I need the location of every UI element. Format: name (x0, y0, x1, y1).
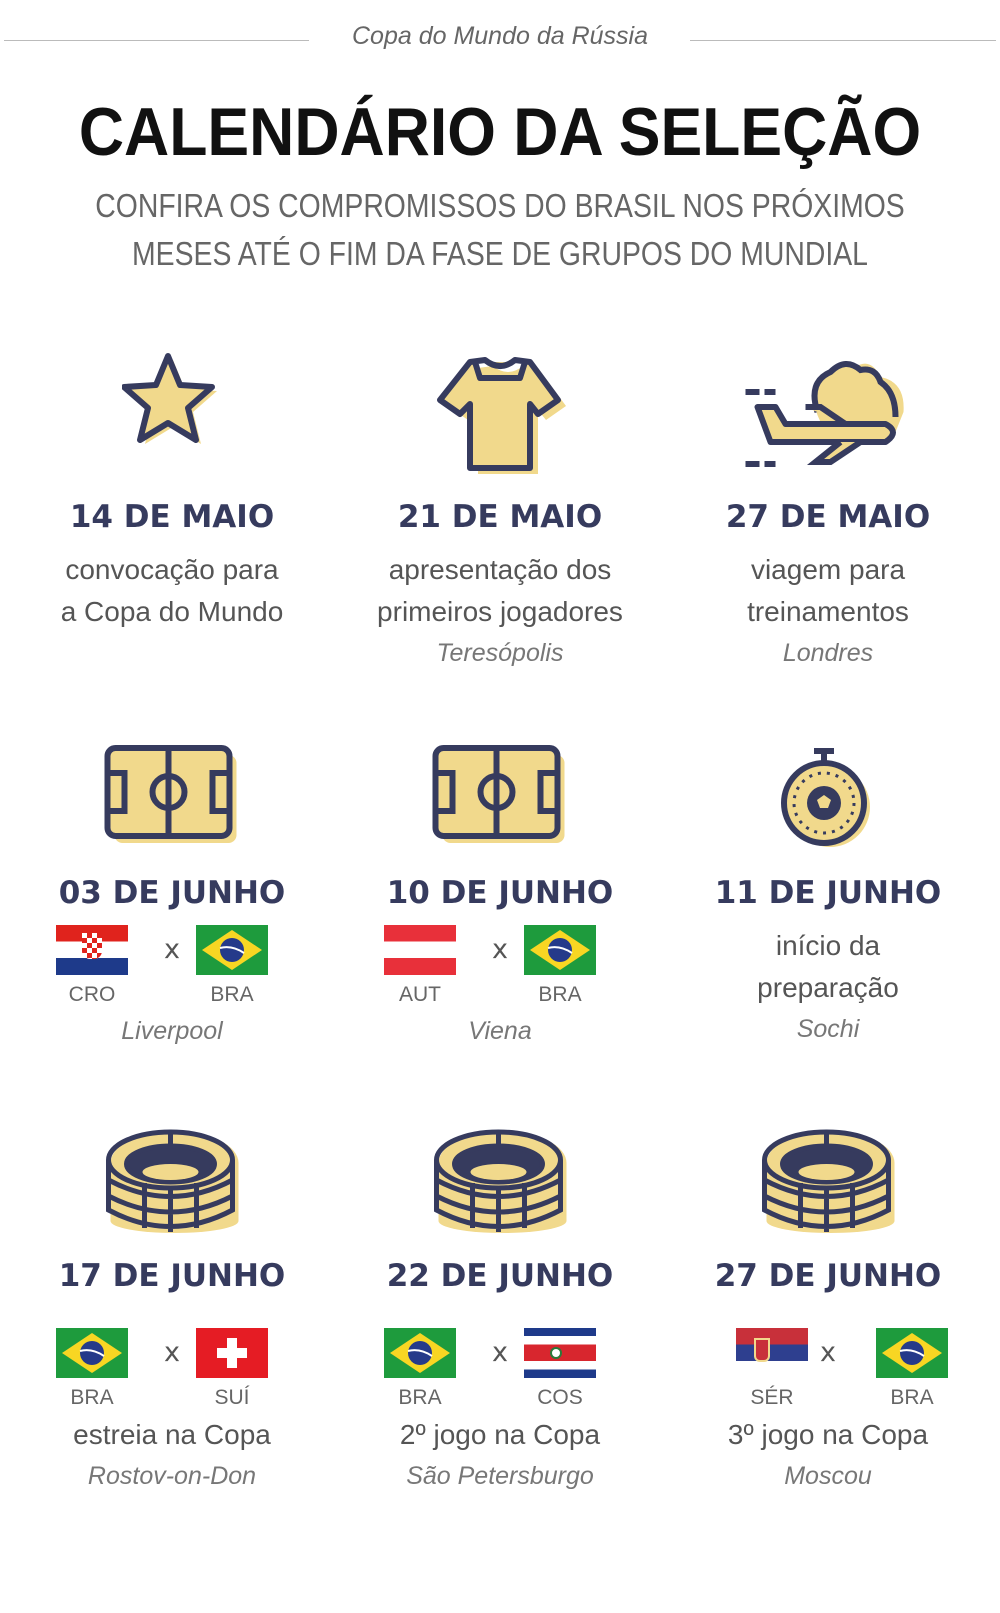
event-description: primeiros jogadores (377, 596, 623, 627)
flag-BRA (56, 1328, 128, 1378)
subtitle-line-1: CONFIRA OS COMPROMISSOS DO BRASIL NOS PR… (95, 187, 905, 224)
team-home: BRA (70, 1386, 114, 1409)
versus: x (492, 934, 508, 965)
team-away: BRA (210, 983, 254, 1006)
soccer-field-icon (432, 745, 568, 849)
event-description: viagem para (750, 554, 906, 585)
stadium-icon (433, 1128, 568, 1237)
divider-right (690, 40, 996, 41)
kicker: Copa do Mundo da Rússia (351, 22, 649, 50)
event-date: 14 DE MAIO (69, 499, 275, 535)
flag-AUT (384, 925, 456, 975)
page-title: CALENDÁRIO DA SELEÇÃO (78, 94, 922, 170)
versus: x (164, 1337, 180, 1368)
team-home: AUT (399, 983, 441, 1006)
event-date: 03 DE JUNHO (58, 875, 286, 911)
match: BRA x COS (350, 1328, 650, 1409)
event-description: estreia na Copa (73, 1419, 271, 1450)
event-description: apresentação dos (388, 554, 612, 585)
plane-cloud-icon (745, 352, 911, 471)
event-description: 2º jogo na Copa (399, 1419, 601, 1450)
event-city: Viena (468, 1017, 532, 1045)
team-home: CRO (68, 983, 116, 1006)
team-away: BRA (890, 1386, 934, 1409)
flag-BRA (196, 925, 268, 975)
event-description: convocação para (65, 554, 279, 585)
team-away: COS (537, 1386, 583, 1409)
event-city: Liverpool (121, 1017, 223, 1045)
event-description: a Copa do Mundo (60, 596, 284, 627)
soccer-field-icon (104, 745, 240, 849)
team-home: BRA (398, 1386, 442, 1409)
flag-COS (524, 1328, 596, 1378)
flag-BRA (876, 1328, 948, 1378)
event-city: Moscou (784, 1462, 872, 1490)
event-date: 27 DE MAIO (725, 499, 931, 535)
event-date: 10 DE JUNHO (386, 875, 614, 911)
flag-CRO (56, 925, 128, 975)
flag-BRA (524, 925, 596, 975)
event-description: preparação (757, 972, 899, 1003)
team-home: SÉR (750, 1386, 794, 1409)
event-date: 21 DE MAIO (397, 499, 603, 535)
event-description: início da (775, 930, 881, 961)
match: AUT x BRA (350, 925, 650, 1006)
shirt-icon (430, 352, 570, 481)
team-away: SUÍ (214, 1386, 250, 1409)
event-city: Rostov-on-Don (87, 1462, 257, 1490)
match: BRA x SUÍ (22, 1328, 322, 1409)
stadium-icon (761, 1128, 896, 1237)
versus: x (820, 1337, 836, 1368)
event-date: 17 DE JUNHO (58, 1258, 286, 1294)
event-date: 22 DE JUNHO (386, 1258, 614, 1294)
star-icon (121, 352, 222, 451)
event-description: 3º jogo na Copa (727, 1419, 929, 1450)
versus: x (164, 934, 180, 965)
event-date: 27 DE JUNHO (714, 1258, 942, 1294)
stadium-icon (105, 1128, 240, 1237)
versus: x (492, 1337, 508, 1368)
stopwatch-ball-icon (778, 745, 878, 854)
event-city: Sochi (796, 1015, 860, 1043)
match: SÉR x BRA (678, 1328, 978, 1409)
flag-SUÍ (196, 1328, 268, 1378)
event-date: 11 DE JUNHO (714, 875, 942, 911)
flag-BRA (384, 1328, 456, 1378)
divider-left (4, 40, 309, 41)
event-description: treinamentos (747, 596, 909, 627)
event-city: Londres (782, 639, 874, 667)
flag-SÉR (736, 1328, 808, 1378)
event-city: São Petersburgo (406, 1462, 594, 1490)
team-away: BRA (538, 983, 582, 1006)
match: CRO x BRA (22, 925, 322, 1006)
event-city: Teresópolis (436, 639, 564, 667)
subtitle-line-2: MESES ATÉ O FIM DA FASE DE GRUPOS DO MUN… (132, 235, 868, 272)
